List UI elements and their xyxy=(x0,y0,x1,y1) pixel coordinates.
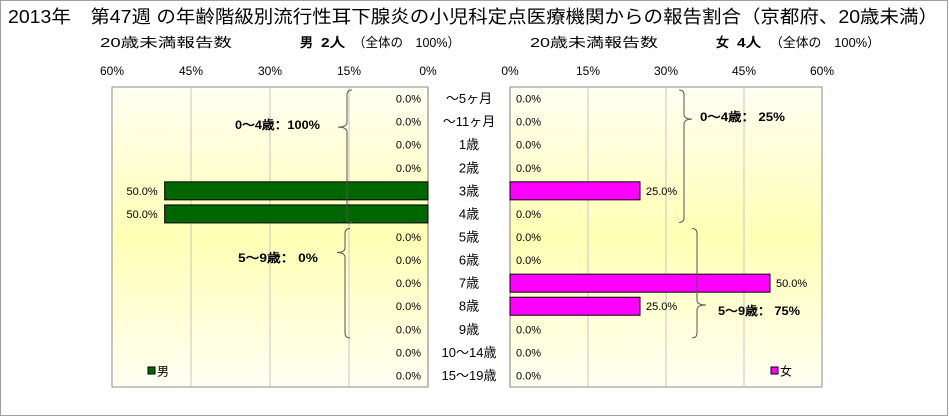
category-label: 2歳 xyxy=(459,160,479,175)
right-tick-label: 0% xyxy=(501,64,519,78)
category-label: ～5ヶ月 xyxy=(446,91,492,106)
female-data-label: 0.0% xyxy=(516,140,541,152)
female-data-label: 0.0% xyxy=(516,370,541,382)
male-data-label: 0.0% xyxy=(396,347,421,359)
male-header-count: 2人 xyxy=(321,35,346,50)
category-label: 7歳 xyxy=(459,276,479,291)
female-group-total-label: 0～4歳： 25% xyxy=(700,109,785,124)
female-header-count: 4人 xyxy=(737,35,762,50)
male-header-gender: 男 xyxy=(300,35,313,50)
male-data-label: 0.0% xyxy=(396,324,421,336)
female-bar xyxy=(509,181,641,201)
male-legend-swatch xyxy=(147,366,156,375)
female-data-label: 0.0% xyxy=(516,347,541,359)
female-data-label: 0.0% xyxy=(516,255,541,267)
category-label: 6歳 xyxy=(459,253,479,268)
female-bar xyxy=(509,273,771,293)
male-group-total-label: 5～9歳： 0% xyxy=(238,250,318,265)
category-label: 8歳 xyxy=(459,299,479,314)
left-tick-label: 0% xyxy=(419,64,437,78)
left-tick-label: 30% xyxy=(258,64,282,78)
male-data-label: 0.0% xyxy=(396,94,421,106)
female-data-label: 25.0% xyxy=(646,186,677,198)
left-tick-label: 45% xyxy=(179,64,203,78)
male-group-brace xyxy=(337,89,353,223)
female-group-total-label: 5～9歳： 75% xyxy=(718,303,800,318)
chart-title: 2013年 第47週 の年齢階級別流行性耳下腺炎の小児科定点医療機関からの報告割… xyxy=(8,7,938,27)
male-data-label: 50.0% xyxy=(126,186,157,198)
right-tick-label: 60% xyxy=(810,64,834,78)
male-group-total-label: 0～4歳：100% xyxy=(235,117,320,132)
male-bar xyxy=(164,204,429,224)
male-header-report-label: 20歳未満報告数 xyxy=(100,35,232,50)
female-data-label: 25.0% xyxy=(646,301,677,313)
right-tick-label: 30% xyxy=(654,64,678,78)
male-data-label: 0.0% xyxy=(396,140,421,152)
chart-marks: 0% 15% 30% 45% 60% 0% 15% 30% 45% 60% ～5ヶ月 ～11ヶ月 1歳 2… xyxy=(100,64,834,388)
female-bar xyxy=(509,296,641,316)
category-label: 15～19歳 xyxy=(442,368,497,383)
right-tick-label: 15% xyxy=(576,64,600,78)
category-label: 1歳 xyxy=(459,137,479,152)
female-legend-swatch xyxy=(770,366,779,375)
male-data-label: 0.0% xyxy=(396,278,421,290)
female-group-brace xyxy=(691,227,707,339)
category-label: 3歳 xyxy=(459,183,479,198)
category-label: 9歳 xyxy=(459,322,479,337)
male-bar xyxy=(164,181,429,201)
female-group-brace xyxy=(678,89,693,223)
left-tick-label: 60% xyxy=(100,64,124,78)
female-data-label: 0.0% xyxy=(516,209,541,221)
male-data-label: 0.0% xyxy=(396,255,421,267)
category-label: 10～14歳 xyxy=(442,345,497,360)
male-data-label: 0.0% xyxy=(396,232,421,244)
female-legend-label: 女 xyxy=(780,364,792,379)
female-header-share: （全体の 100%） xyxy=(770,35,880,50)
female-data-label: 0.0% xyxy=(516,232,541,244)
female-header-report-label: 20歳未満報告数 xyxy=(530,35,658,50)
female-data-label: 0.0% xyxy=(516,117,541,129)
female-data-label: 50.0% xyxy=(776,278,807,290)
category-label: 4歳 xyxy=(459,206,479,221)
female-data-label: 0.0% xyxy=(516,324,541,336)
category-label: ～11ヶ月 xyxy=(443,114,496,129)
male-data-label: 0.0% xyxy=(396,301,421,313)
right-tick-label: 45% xyxy=(732,64,756,78)
left-tick-label: 15% xyxy=(337,64,361,78)
male-data-label: 0.0% xyxy=(396,163,421,175)
male-legend-label: 男 xyxy=(157,365,169,379)
male-group-brace xyxy=(336,227,351,339)
female-header-gender: 女 xyxy=(716,35,729,50)
male-data-label: 0.0% xyxy=(396,117,421,129)
male-data-label: 50.0% xyxy=(126,209,157,221)
female-data-label: 0.0% xyxy=(516,94,541,106)
category-label: 5歳 xyxy=(459,230,479,245)
female-data-label: 0.0% xyxy=(516,163,541,175)
male-data-label: 0.0% xyxy=(396,370,421,382)
male-header-share: （全体の 100%） xyxy=(353,35,460,50)
